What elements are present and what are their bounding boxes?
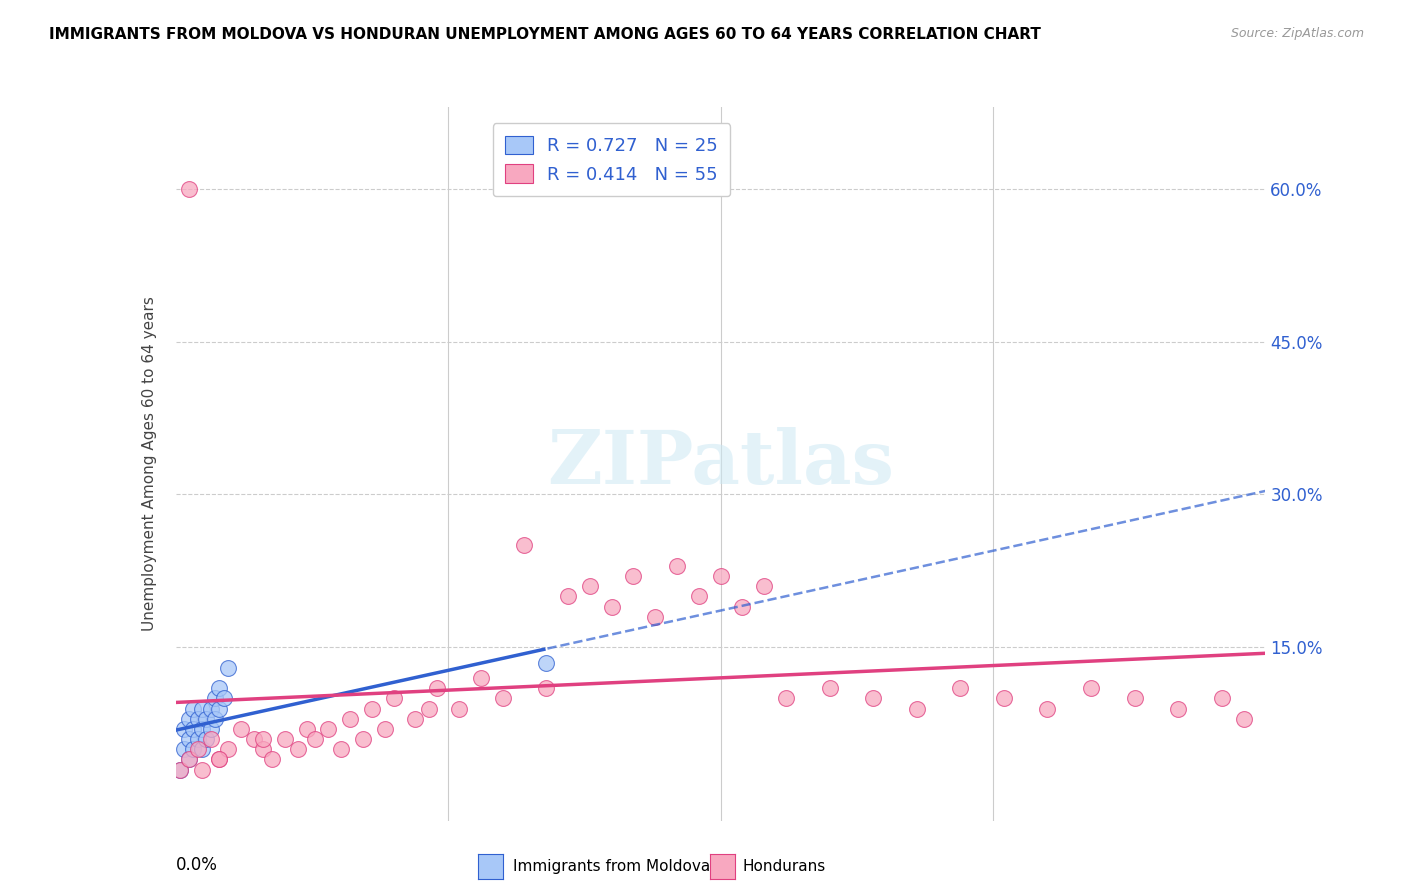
Point — [1036, 701, 1059, 715]
Text: Hondurans: Hondurans — [742, 859, 825, 873]
Point — [217, 661, 239, 675]
Point — [949, 681, 972, 695]
Point — [186, 742, 209, 756]
Point — [212, 691, 235, 706]
Point — [1167, 701, 1189, 715]
Text: Immigrants from Moldova: Immigrants from Moldova — [513, 859, 710, 873]
Point — [191, 742, 214, 756]
Point — [260, 752, 283, 766]
Point — [470, 671, 492, 685]
Point — [186, 712, 209, 726]
Point — [195, 712, 218, 726]
Point — [177, 181, 200, 195]
Point — [600, 599, 623, 614]
Point — [1232, 712, 1256, 726]
Point — [318, 722, 340, 736]
Point — [621, 569, 644, 583]
Point — [644, 609, 666, 624]
Point — [204, 691, 226, 706]
Point — [731, 599, 754, 614]
Point — [579, 579, 602, 593]
Point — [204, 712, 226, 726]
Point — [243, 732, 266, 747]
Text: IMMIGRANTS FROM MOLDOVA VS HONDURAN UNEMPLOYMENT AMONG AGES 60 TO 64 YEARS CORRE: IMMIGRANTS FROM MOLDOVA VS HONDURAN UNEM… — [49, 27, 1040, 42]
Point — [374, 722, 396, 736]
Point — [534, 656, 557, 670]
Point — [200, 732, 222, 747]
Legend: R = 0.727   N = 25, R = 0.414   N = 55: R = 0.727 N = 25, R = 0.414 N = 55 — [494, 123, 730, 196]
Point — [405, 712, 427, 726]
Point — [862, 691, 884, 706]
Point — [191, 763, 214, 777]
Point — [513, 538, 536, 552]
Point — [200, 701, 222, 715]
Point — [231, 722, 253, 736]
Point — [217, 742, 239, 756]
Point — [754, 579, 776, 593]
Point — [710, 569, 733, 583]
Point — [688, 590, 710, 604]
Point — [339, 712, 361, 726]
Point — [181, 722, 204, 736]
Point — [252, 732, 274, 747]
Y-axis label: Unemployment Among Ages 60 to 64 years: Unemployment Among Ages 60 to 64 years — [142, 296, 157, 632]
Point — [208, 752, 231, 766]
Point — [1123, 691, 1146, 706]
Point — [905, 701, 928, 715]
Point — [177, 752, 200, 766]
Point — [1211, 691, 1233, 706]
Point — [173, 722, 195, 736]
Point — [557, 590, 579, 604]
Point — [169, 763, 191, 777]
Point — [208, 701, 231, 715]
Point — [418, 701, 440, 715]
Point — [274, 732, 297, 747]
Point — [295, 722, 318, 736]
Point — [1080, 681, 1102, 695]
Text: 0.0%: 0.0% — [176, 856, 218, 874]
Point — [382, 691, 405, 706]
Point — [208, 681, 231, 695]
Point — [287, 742, 309, 756]
Text: Source: ZipAtlas.com: Source: ZipAtlas.com — [1230, 27, 1364, 40]
Point — [993, 691, 1015, 706]
Point — [181, 742, 204, 756]
Point — [186, 732, 209, 747]
Point — [534, 681, 557, 695]
Point — [200, 722, 222, 736]
Point — [208, 752, 231, 766]
Point — [666, 558, 689, 573]
Point — [426, 681, 449, 695]
Point — [191, 722, 214, 736]
Point — [173, 742, 195, 756]
Point — [492, 691, 515, 706]
Point — [181, 701, 204, 715]
Point — [177, 712, 200, 726]
Point — [191, 701, 214, 715]
Point — [330, 742, 353, 756]
Point — [352, 732, 374, 747]
Point — [360, 701, 382, 715]
Text: ZIPatlas: ZIPatlas — [547, 427, 894, 500]
Point — [177, 732, 200, 747]
Point — [304, 732, 326, 747]
Point — [818, 681, 841, 695]
Point — [195, 732, 218, 747]
Point — [447, 701, 470, 715]
Point — [177, 752, 200, 766]
Point — [775, 691, 797, 706]
Point — [169, 763, 191, 777]
Point — [252, 742, 274, 756]
